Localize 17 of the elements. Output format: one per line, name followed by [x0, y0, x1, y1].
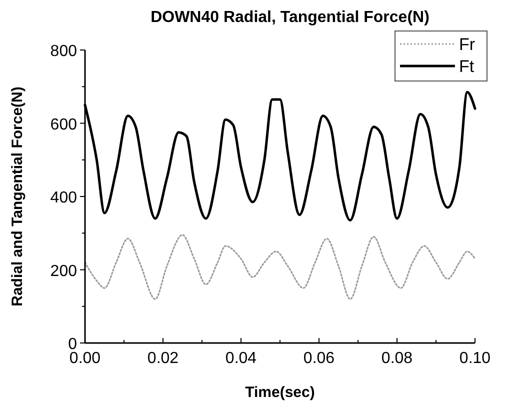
line-series [84, 234, 476, 300]
legend-label: Ft [459, 57, 474, 76]
x-tick-label: 0.02 [147, 350, 179, 367]
y-tick-label: 800 [50, 43, 78, 60]
x-axis-title: Time(sec) [245, 384, 315, 401]
y-tick-label: 0 [68, 336, 78, 353]
x-tick-label: 0.00 [69, 350, 101, 367]
x-tick-label: 0.08 [381, 350, 413, 367]
x-tick-label: 0.06 [303, 350, 335, 367]
y-axis-title: Radial and Tangential Force(N) [9, 86, 26, 306]
x-tick-label: 0.04 [225, 350, 257, 367]
y-tick-label: 400 [50, 190, 78, 206]
x-tick-label: 0.10 [459, 350, 491, 367]
y-tick-label: 600 [50, 116, 78, 134]
y-tick-label: 200 [50, 262, 78, 280]
legend-label: Fr [459, 35, 476, 54]
chart-title: DOWN40 Radial, Tangential Force(N) [150, 9, 430, 26]
